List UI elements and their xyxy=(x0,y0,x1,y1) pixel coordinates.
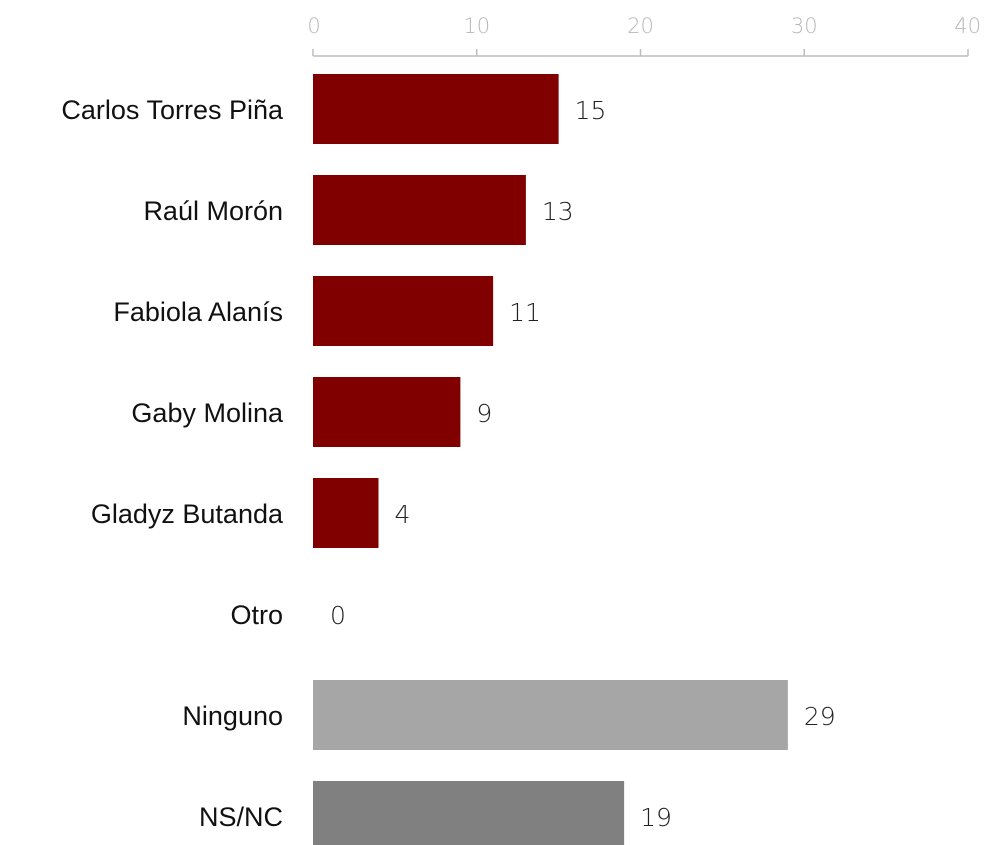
bar xyxy=(313,377,461,447)
value-label: 0 xyxy=(330,601,346,630)
labels-group: Carlos Torres Piña 15 Raúl Morón 13 Fabiola … xyxy=(61,95,835,832)
bar xyxy=(313,74,559,144)
x-tick-label: 40 xyxy=(954,14,981,38)
value-label: 11 xyxy=(509,298,541,327)
bar xyxy=(313,276,494,346)
x-tick-label: 20 xyxy=(627,14,654,38)
bar xyxy=(313,781,625,845)
x-tick-label: 30 xyxy=(791,14,818,38)
value-label: 19 xyxy=(640,803,672,832)
bar xyxy=(313,478,379,548)
x-axis: 0 10 20 30 40 xyxy=(307,14,981,57)
bar xyxy=(313,680,788,750)
category-label: Carlos Torres Piña xyxy=(61,95,284,125)
x-tick-label: 10 xyxy=(463,14,490,38)
category-label: Ninguno xyxy=(182,701,283,731)
category-label: Otro xyxy=(230,600,283,630)
category-label: NS/NC xyxy=(199,802,283,832)
value-label: 13 xyxy=(542,197,574,226)
category-label: Gaby Molina xyxy=(131,398,284,428)
category-label: Gladyz Butanda xyxy=(91,499,284,529)
x-tick-label: 0 xyxy=(307,14,320,38)
value-label: 15 xyxy=(575,96,607,125)
value-label: 29 xyxy=(804,702,836,731)
bar xyxy=(313,175,526,245)
category-label: Raúl Morón xyxy=(143,196,283,226)
category-label: Fabiola Alanís xyxy=(113,297,283,327)
value-label: 9 xyxy=(476,399,492,428)
bars-group xyxy=(313,74,788,845)
value-label: 4 xyxy=(395,500,411,529)
